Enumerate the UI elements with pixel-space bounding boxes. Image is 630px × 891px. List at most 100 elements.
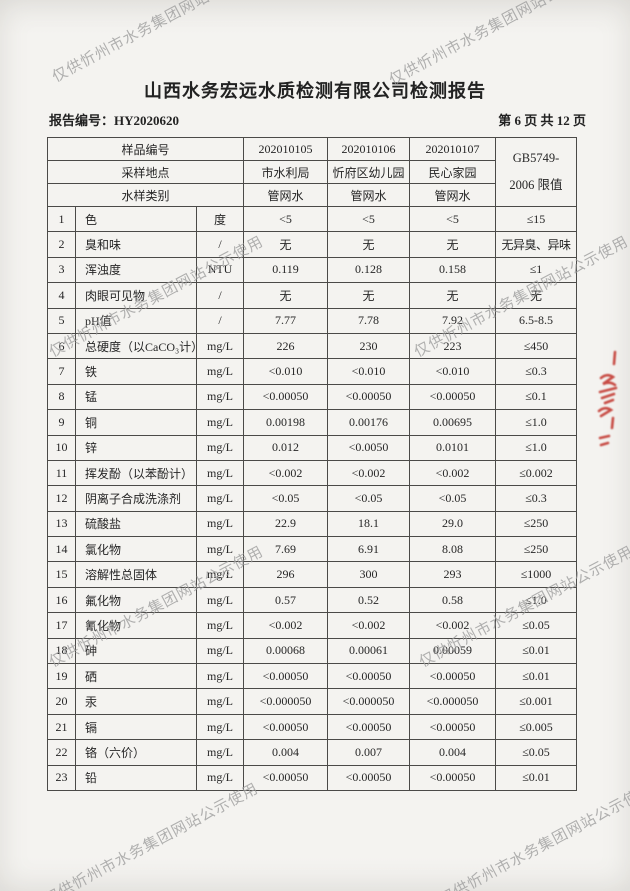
sample-no: 202010105 [243,137,328,161]
sample1-value: 无 [243,282,328,309]
row-index: 13 [47,510,76,538]
limit-value: 无 [495,282,577,309]
sample2-value: 无 [327,282,410,309]
sample2-value: <0.002 [327,612,410,639]
parameter-name: 铁 [75,358,197,385]
parameter-unit: mg/L [196,713,244,741]
parameter-unit: mg/L [196,739,244,766]
limit-value: ≤15 [495,205,577,233]
table-row: 10 锌 mg/L 0.012 <0.0050 0.0101 ≤1.0 [47,434,577,461]
sample3-value: 0.004 [409,739,496,766]
sample-location: 忻府区幼儿园 [327,160,410,184]
table-row: 16 氟化物 mg/L 0.57 0.52 0.58 ≤1.0 [47,586,577,614]
parameter-name: pH值 [75,307,197,334]
sample1-value: <0.00050 [243,713,328,741]
parameter-name: 肉眼可见物 [75,282,197,309]
sample2-value: 6.91 [327,536,410,563]
sample1-value: 7.77 [243,307,328,334]
sample3-value: <0.00050 [409,764,496,791]
parameter-name: 臭和味 [75,231,197,258]
limit-value: ≤0.3 [495,358,577,385]
sample2-value: 300 [327,561,410,588]
report-number: 报告编号：HY2020620 [49,110,179,129]
sample2-value: <0.000050 [327,688,410,715]
parameter-unit: mg/L [196,434,244,461]
sample2-value: 无 [327,231,410,258]
sample3-value: 0.00059 [409,637,496,665]
row-index: 22 [47,739,76,766]
row-index: 18 [47,637,76,665]
sample1-value: 0.004 [243,739,328,766]
sample1-value: <0.000050 [243,688,328,715]
sample2-value: <5 [327,205,410,233]
limit-value: ≤1.0 [495,586,577,614]
limit-value: ≤0.001 [495,688,577,715]
parameter-name: 氰化物 [75,612,197,639]
sample2-value: <0.00050 [327,764,410,791]
sample2-value: 7.78 [327,307,410,334]
parameter-unit: mg/L [196,409,244,436]
sample-location: 市水利局 [243,160,328,184]
parameter-unit: mg/L [196,561,244,588]
table-row: 12 阴离子合成洗涤剂 mg/L <0.05 <0.05 <0.05 ≤0.3 [47,485,577,512]
sample2-value: <0.0050 [327,434,410,461]
sample3-value: 223 [409,332,496,360]
parameter-name: 砷 [75,637,197,665]
table-row: 19 硒 mg/L <0.00050 <0.00050 <0.00050 ≤0.… [47,663,577,690]
watermark-text: 仅供忻州市水务集团网站公示使用 [49,0,270,86]
row-index: 3 [47,256,76,284]
parameter-unit: 度 [196,205,244,233]
table-row: 7 铁 mg/L <0.010 <0.010 <0.010 ≤0.3 [47,358,577,385]
sample1-value: 0.012 [243,434,328,461]
sample-no-label: 样品编号 [47,137,244,161]
table-row: 9 铜 mg/L 0.00198 0.00176 0.00695 ≤1.0 [47,409,577,436]
sample2-value: 0.128 [327,256,410,284]
sample1-value: <0.002 [243,459,328,487]
row-index: 9 [47,409,76,436]
limit-value: ≤0.1 [495,383,577,411]
report-number-label: 报告编号： [49,113,115,128]
table-row: 17 氰化物 mg/L <0.002 <0.002 <0.002 ≤0.05 [47,612,577,639]
row-index: 6 [47,332,76,360]
sample2-value: 230 [327,332,410,360]
sample1-value: 无 [243,231,328,258]
sample2-value: <0.002 [327,459,410,487]
parameter-name: 铅 [75,764,197,791]
row-index: 21 [47,713,76,741]
table-row: 18 砷 mg/L 0.00068 0.00061 0.00059 ≤0.01 [47,637,577,665]
parameter-unit: mg/L [196,358,244,385]
limit-value: ≤250 [495,536,577,563]
table-row: 3 浑浊度 NTU 0.119 0.128 0.158 ≤1 [47,256,577,284]
table-row: 23 铅 mg/L <0.00050 <0.00050 <0.00050 ≤0.… [47,764,577,791]
limit-value: ≤1 [495,256,577,284]
limit-value: ≤0.01 [495,764,577,791]
table-row: 2 臭和味 / 无 无 无 无异臭、异味 [47,231,577,258]
sample3-value: 0.00695 [409,409,496,436]
parameter-unit: mg/L [196,586,244,614]
sample1-value: 0.119 [243,256,328,284]
sample3-value: <0.002 [409,612,496,639]
parameter-unit: mg/L [196,637,244,665]
sample2-value: 0.52 [327,586,410,614]
parameter-name: 铬（六价） [75,739,197,766]
parameter-name: 浑浊度 [75,256,197,284]
table-row: 22 铬（六价） mg/L 0.004 0.007 0.004 ≤0.05 [47,739,577,766]
sample3-value: <0.00050 [409,713,496,741]
sample3-value: <0.00050 [409,663,496,690]
sample1-value: <0.010 [243,358,328,385]
table-row: 21 镉 mg/L <0.00050 <0.00050 <0.00050 ≤0.… [47,713,577,741]
sample1-value: <0.05 [243,485,328,512]
limit-value: ≤1000 [495,561,577,588]
row-index: 11 [47,459,76,487]
parameter-unit: NTU [196,256,244,284]
row-index: 19 [47,663,76,690]
sample2-value: <0.010 [327,358,410,385]
parameter-name: 锌 [75,434,197,461]
parameter-name: 色 [75,205,197,233]
water-type: 管网水 [409,183,496,207]
row-index: 14 [47,536,76,563]
limit-value: ≤1.0 [495,434,577,461]
sample-no: 202010107 [409,137,496,161]
parameter-name: 挥发酚（以苯酚计） [75,459,197,487]
